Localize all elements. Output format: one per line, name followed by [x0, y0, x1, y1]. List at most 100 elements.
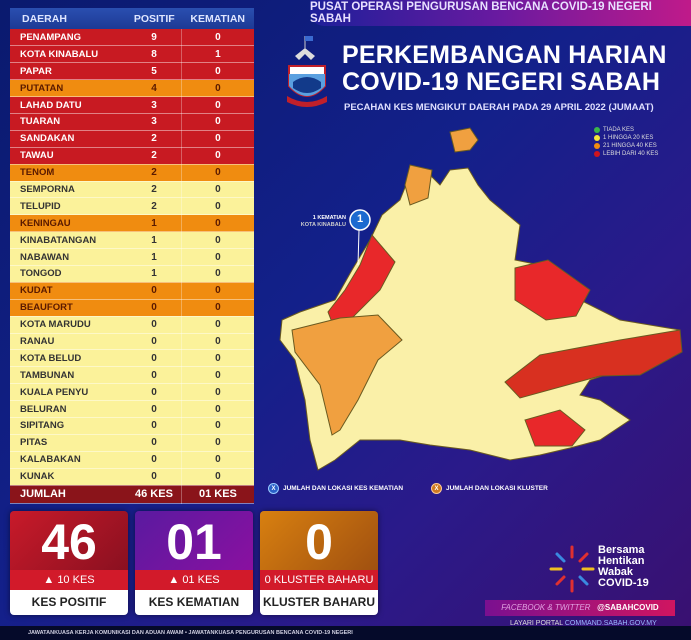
kematian-value: 0: [181, 434, 254, 452]
district-name: TENOM: [10, 164, 128, 182]
kematian-value: 0: [181, 62, 254, 81]
kematian-value: 0: [181, 451, 254, 469]
sabah-crest-logo: [287, 36, 327, 107]
positif-value: 2: [127, 130, 182, 148]
campaign-line: COVID-19: [598, 577, 649, 589]
district-name: NABAWAN: [10, 248, 128, 266]
table-row: KUDAT 0 0: [10, 282, 254, 300]
kematian-value: 0: [181, 468, 254, 486]
green-dot-icon: [594, 127, 600, 133]
kematian-value: 0: [181, 248, 254, 266]
kematian-value: 0: [181, 299, 254, 317]
footer: JAWATANKUASA KERJA KOMUNIKASI DAN ADUAN …: [0, 626, 691, 640]
positif-value: 1: [127, 214, 182, 233]
map-region-sandakan: [514, 259, 591, 321]
death-annotation: 1 KEMATIAN KOTA KINABALU: [296, 215, 346, 229]
district-name: KUDAT: [10, 282, 128, 300]
card-label: KLUSTER BAHARU: [260, 590, 378, 615]
portal-prefix: LAYARI PORTAL: [510, 620, 563, 627]
legend-death-label: JUMLAH DAN LOKASI KES KEMATIAN: [283, 485, 404, 492]
positif-value: 0: [127, 417, 182, 435]
district-name: LAHAD DATU: [10, 96, 128, 114]
table-row: PENAMPANG 9 0: [10, 29, 254, 47]
card-kes-kematian: 01 ▲ 01 KES KES KEMATIAN: [135, 511, 253, 615]
kematian-value: 0: [181, 79, 254, 98]
kematian-value: 0: [181, 265, 254, 283]
legend-label: LEBIH DARI 40 KES: [603, 151, 659, 157]
card-kluster-baharu: 0 0 KLUSTER BAHARU KLUSTER BAHARU: [260, 511, 378, 615]
table-row: KALABAKAN 0 0: [10, 451, 254, 469]
map-region-interior: [291, 314, 403, 436]
table-row: PITAS 0 0: [10, 434, 254, 452]
kematian-value: 0: [181, 316, 254, 334]
positif-value: 0: [127, 349, 182, 368]
campaign-line: Hentikan: [598, 555, 645, 567]
kematian-value: 0: [181, 96, 254, 114]
orange-dot-icon: [594, 143, 600, 149]
table-row: KOTA BELUD 0 0: [10, 349, 254, 368]
legend-label: 21 HINGGA 40 KES: [603, 143, 657, 149]
column-header-daerah: DAERAH: [10, 8, 128, 29]
table-row: KOTA KINABALU 8 1: [10, 45, 254, 64]
red-dot-icon: [594, 151, 600, 157]
card-label: KES POSITIF: [10, 590, 128, 615]
positif-value: 2: [127, 197, 182, 216]
district-name: TAMBUNAN: [10, 366, 128, 385]
kematian-value: 0: [181, 366, 254, 385]
title-line-1: PERKEMBANGAN HARIAN: [342, 41, 667, 69]
death-marker-icon[interactable]: [349, 209, 371, 231]
positif-value: 0: [127, 468, 182, 486]
map-region-tawau: [524, 409, 586, 447]
death-label: 1 KEMATIAN: [312, 215, 346, 221]
district-name: TAWAU: [10, 147, 128, 165]
color-legend: TIADA KES 1 HINGGA 20 KES 21 HINGGA 40 K…: [594, 126, 658, 158]
positif-value: 1: [127, 265, 182, 283]
card-value: 01: [135, 511, 253, 570]
positif-value: 0: [127, 366, 182, 385]
kematian-value: 0: [181, 231, 254, 250]
kematian-value: 0: [181, 181, 254, 199]
kematian-value: 0: [181, 333, 254, 351]
social-banner: FACEBOOK & TWITTER @SABAHCOVID: [485, 600, 675, 616]
positif-value: 8: [127, 45, 182, 64]
positif-value: 3: [127, 113, 182, 131]
table-row: KINABATANGAN 1 0: [10, 231, 254, 250]
positif-value: 4: [127, 79, 182, 98]
district-table: DAERAH POSITIF KEMATIAN PENAMPANG 9 0 KOTA …: [10, 8, 254, 504]
legend-cluster-label: JUMLAH DAN LOKASI KLUSTER: [446, 485, 548, 492]
card-value: 0: [260, 511, 378, 570]
social-handle[interactable]: @SABAHCOVID: [597, 603, 659, 612]
portal-text: LAYARI PORTAL COMMAND.SABAH.GOV.MY: [510, 620, 657, 627]
table-row: BEAUFORT 0 0: [10, 299, 254, 317]
death-marker-number: 1: [356, 213, 364, 225]
district-name: SEMPORNA: [10, 181, 128, 199]
positif-value: 0: [127, 282, 182, 300]
campaign-line: Wabak: [598, 566, 634, 578]
legend-item: TIADA KES: [594, 126, 658, 134]
map-region-kudat: [404, 164, 433, 206]
yellow-dot-icon: [594, 135, 600, 141]
district-name: KENINGAU: [10, 214, 128, 233]
positif-value: 5: [127, 62, 182, 81]
positif-value: 0: [127, 451, 182, 469]
district-name: PAPAR: [10, 62, 128, 81]
table-row: LAHAD DATU 3 0: [10, 96, 254, 114]
column-header-positif: POSITIF: [127, 8, 182, 29]
kematian-value: 0: [181, 400, 254, 418]
table-row: NABAWAN 1 0: [10, 248, 254, 266]
district-name: TELUPID: [10, 197, 128, 216]
district-name: KOTA MARUDU: [10, 316, 128, 334]
district-name: TONGOD: [10, 265, 128, 283]
portal-link[interactable]: COMMAND.SABAH.GOV.MY: [564, 620, 657, 627]
card-kes-positif: 46 ▲ 10 KES KES POSITIF: [10, 511, 128, 615]
table-row: SIPITANG 0 0: [10, 417, 254, 435]
district-name: KOTA KINABALU: [10, 45, 128, 64]
district-name: SANDAKAN: [10, 130, 128, 148]
kematian-value: 0: [181, 349, 254, 368]
district-name: PITAS: [10, 434, 128, 452]
table-row: PAPAR 5 0: [10, 62, 254, 81]
positif-value: 1: [127, 248, 182, 266]
card-change: ▲ 10 KES: [10, 570, 128, 590]
title-line-2: COVID-19 NEGERI SABAH: [342, 68, 661, 96]
table-row: KUALA PENYU 0 0: [10, 383, 254, 402]
